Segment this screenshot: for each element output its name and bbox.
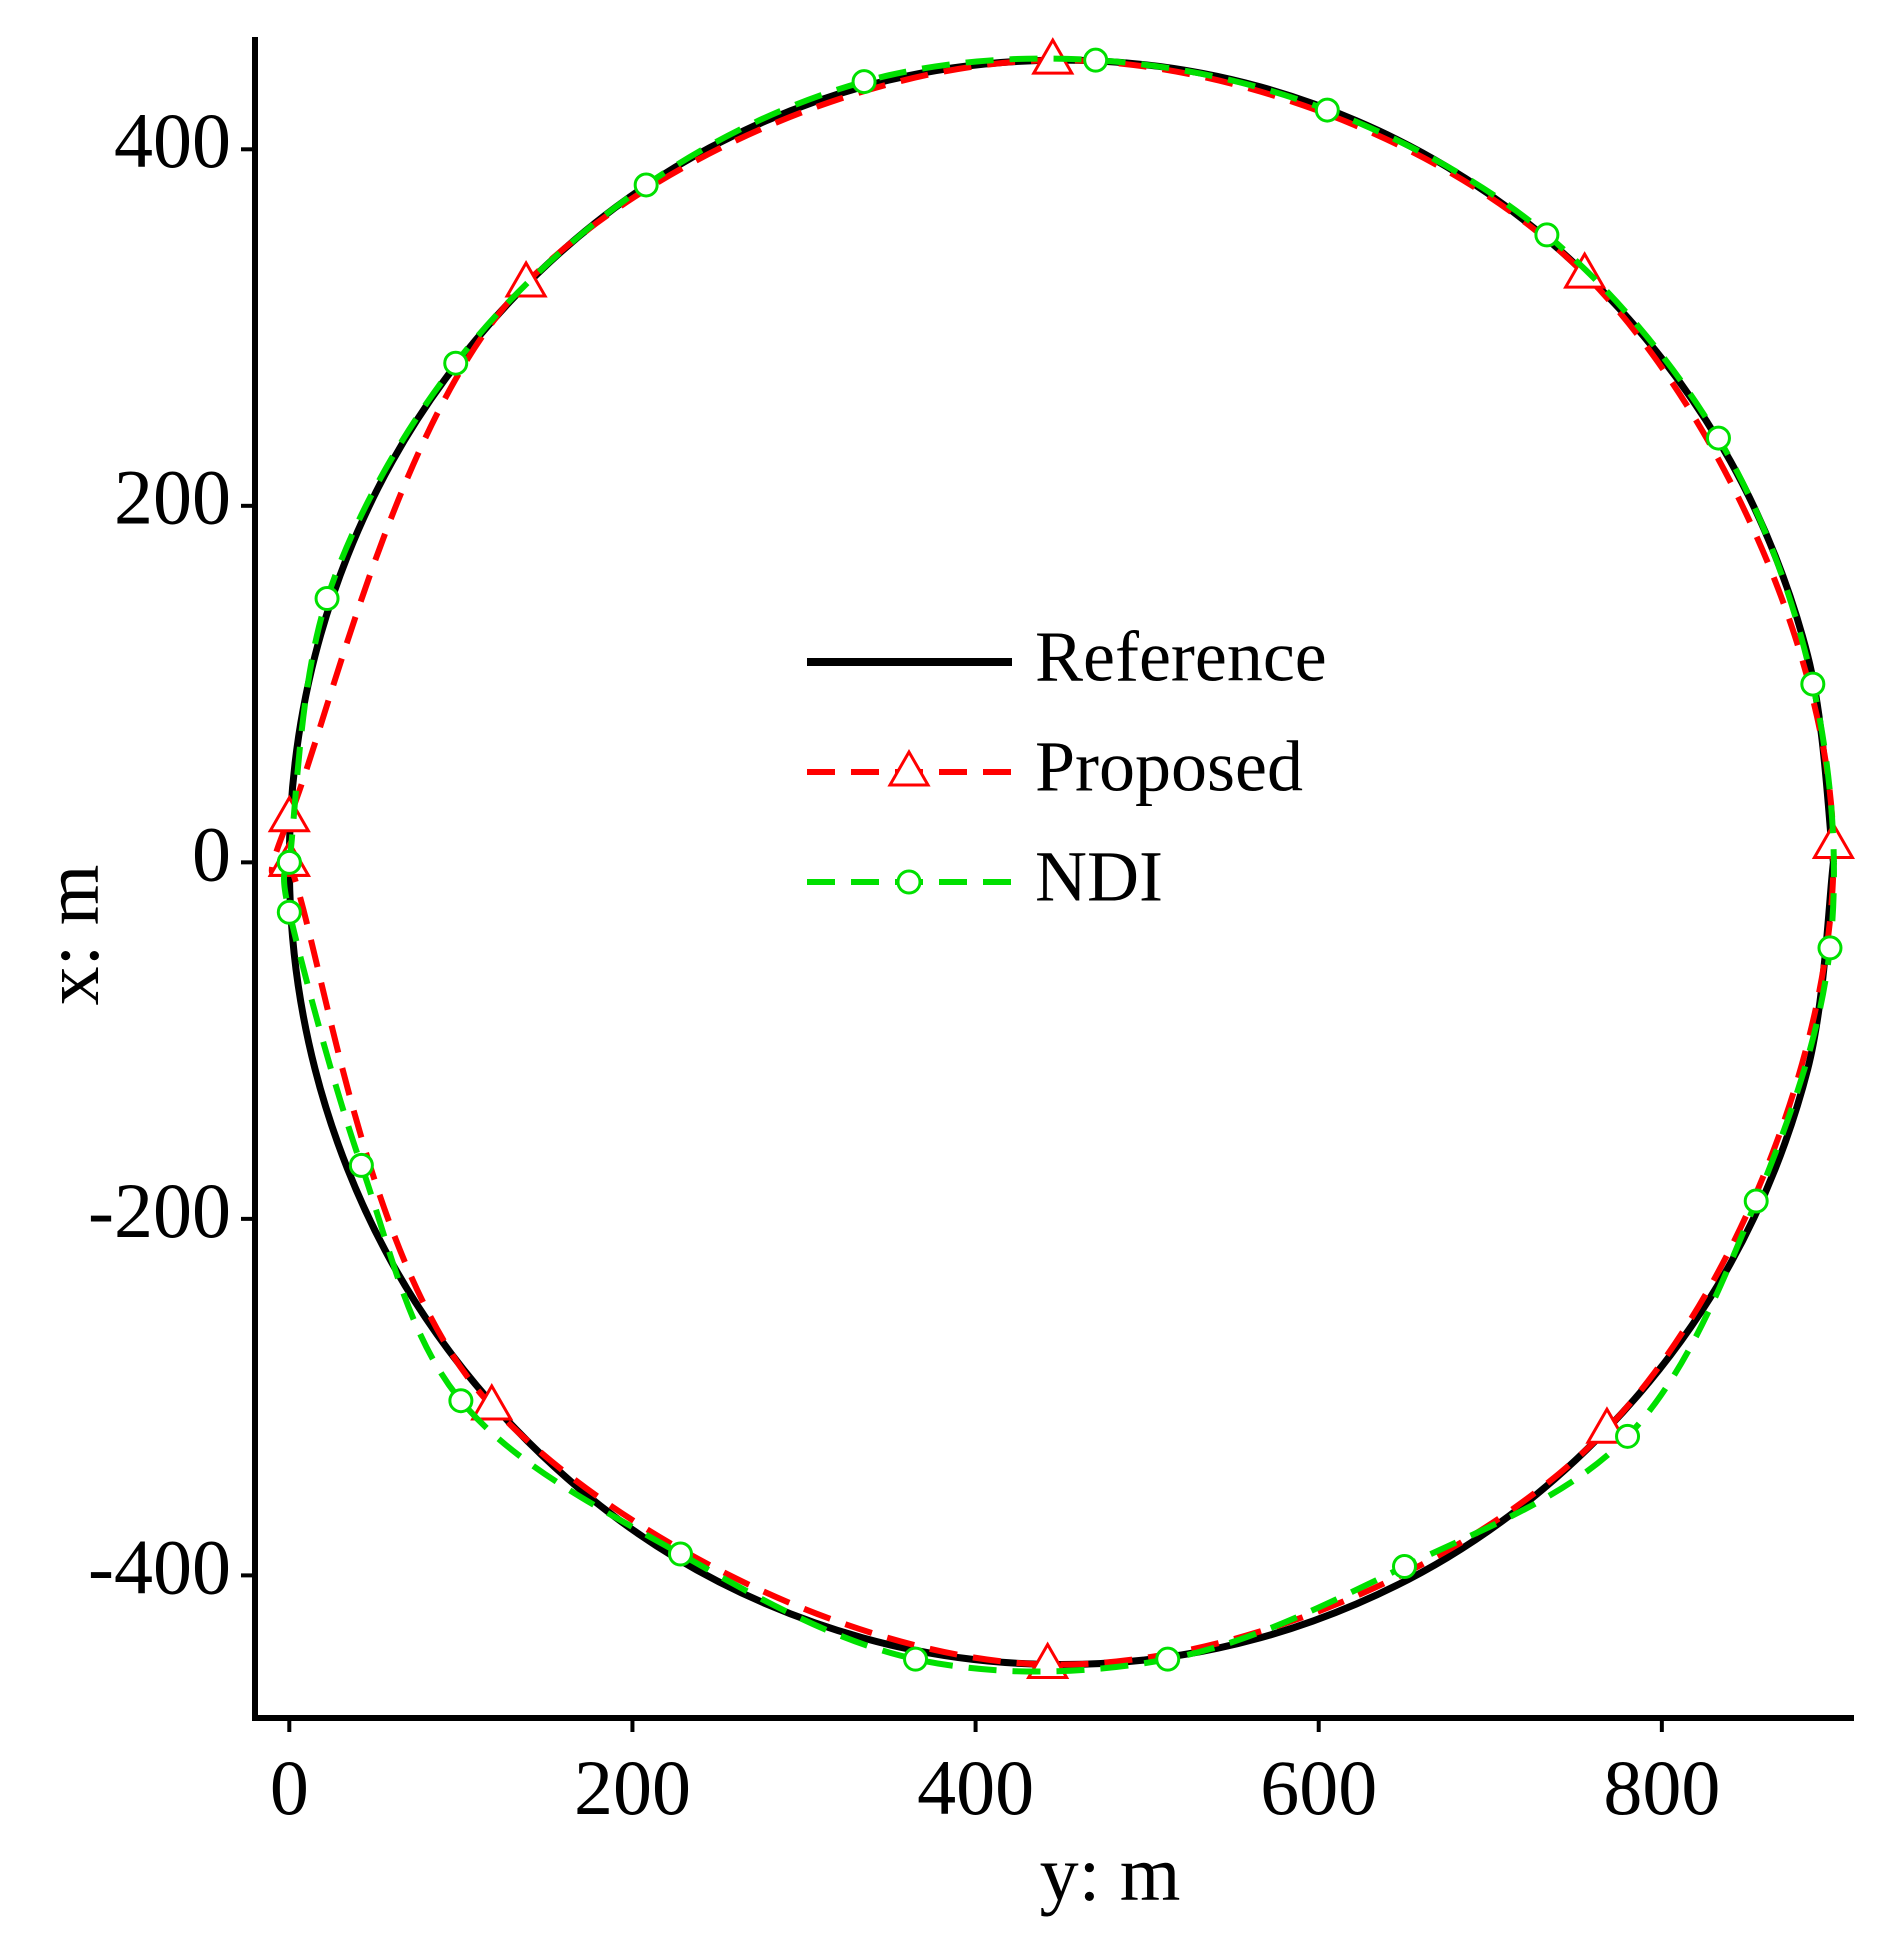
legend-label: Reference: [1035, 617, 1327, 697]
marker: [1534, 222, 1560, 248]
marker: [276, 899, 302, 925]
marker: [1083, 47, 1109, 73]
marker: [667, 1541, 693, 1567]
marker: [1155, 1646, 1181, 1672]
y-tick-label: -200: [88, 1167, 231, 1254]
marker: [1743, 1188, 1769, 1214]
series-line: [268, 57, 1837, 1668]
y-tick-label: 400: [114, 97, 231, 184]
marker: [1705, 425, 1731, 451]
x-tick-label: 800: [1603, 1744, 1720, 1831]
marker: [887, 748, 931, 787]
marker: [896, 869, 922, 895]
marker: [470, 1383, 514, 1421]
marker: [903, 1646, 929, 1672]
x-axis-label: y: m: [1040, 1830, 1181, 1917]
series-line: [280, 55, 1837, 1675]
marker: [348, 1152, 374, 1178]
x-tick-label: 200: [574, 1744, 691, 1831]
marker: [851, 69, 877, 95]
y-axis-label: x: m: [28, 865, 115, 1006]
marker: [448, 1388, 474, 1414]
x-tick-label: 0: [270, 1744, 309, 1831]
marker: [314, 586, 340, 612]
marker: [276, 849, 302, 875]
y-tick-label: 200: [114, 454, 231, 541]
marker: [267, 794, 311, 833]
marker: [1817, 935, 1843, 961]
legend-label: NDI: [1035, 837, 1163, 917]
marker: [1391, 1553, 1417, 1579]
legend-label: Proposed: [1035, 727, 1303, 807]
y-tick-label: -400: [88, 1523, 231, 1610]
marker: [443, 350, 469, 376]
marker: [504, 259, 548, 298]
x-tick-label: 400: [917, 1744, 1034, 1831]
marker: [1615, 1423, 1641, 1449]
y-tick-label: 0: [192, 810, 231, 897]
marker: [633, 172, 659, 198]
marker: [1314, 97, 1340, 123]
x-tick-label: 600: [1260, 1744, 1377, 1831]
marker: [1800, 671, 1826, 697]
